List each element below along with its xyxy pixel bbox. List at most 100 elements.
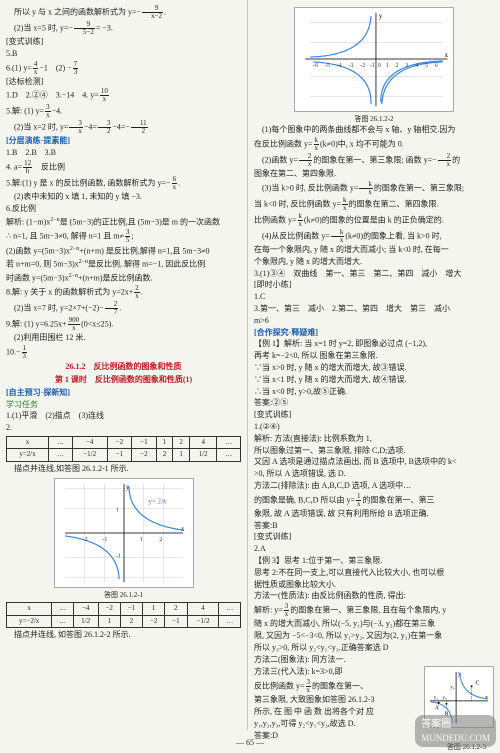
text: 所以 y₃>0, 所以 y₂<y₁<y₃.正确答案选 D (254, 643, 494, 654)
text: 1.(1)平滑 (2)描点 (3)连线 (6, 411, 241, 422)
svg-text:y₁: y₁ (434, 696, 438, 701)
svg-text:1: 1 (386, 63, 389, 69)
svg-text:y₃: y₃ (450, 686, 454, 691)
text: 5.解:(1) y 是 x 的反比例函数, 函数解析式为 y=−6x. (6, 176, 241, 191)
text: m>6 (254, 316, 494, 327)
text: 5.解: (1) y=3x−4. (6, 104, 241, 119)
text: 答案:B (254, 521, 494, 532)
svg-text:1: 1 (116, 507, 119, 513)
graph-caption: 答图 26.1.2-1 (6, 591, 241, 600)
text: [即时小练] (254, 280, 494, 291)
svg-text:-1: -1 (116, 553, 121, 559)
svg-text:-4: -4 (337, 63, 342, 69)
text: ∵当 x<1 时, y 随 x 的增大而增大, 故④错误. (254, 375, 494, 386)
text: ∴ n=1, 且 5m−3≠0, 解得 n=1 且 m≠35; (6, 229, 241, 244)
section-label: [分层演练·提素能] (6, 136, 241, 147)
text: 随 x 的增大而减小, 所以(−5, y₁)与(−3, y₂)都在第三象 (254, 619, 494, 630)
text: 9.解: (1) y=6.25x+900x(0<x≤25). (6, 317, 241, 332)
text: >0, 所以 A 选项错误, 选 D. (254, 469, 494, 480)
text: 学习任务 (6, 400, 241, 411)
text: (2)函数 y=(5m−3)x2−n+(n+m) 是反比例,解得 n=1,且 5… (6, 245, 241, 257)
text: 的图象是确, B,C,D 所以由 y=1x的图象在第一、第三 (254, 493, 494, 508)
text: 10.−13 (6, 345, 241, 360)
section-title: 26.1.2 反比例函数的图象和性质 (6, 362, 241, 373)
text: 又因 A 选项是通过描点法画出, 而 B 选项中, B选项中的 k< (254, 457, 494, 468)
svg-text:-5: -5 (325, 63, 330, 69)
svg-text:-2: -2 (82, 536, 87, 542)
text: 2.A (254, 544, 494, 555)
text: 思考 2:不在同一支上,可以直接代入比较大小, 也可以根 (254, 568, 494, 579)
graph-caption: 答图 26.1.2-2 (254, 115, 494, 124)
svg-text:6: 6 (435, 63, 438, 69)
svg-text:y= 2/x: y= 2/x (148, 498, 166, 505)
text: (4)从反比例函数 y=kx(k≠0)的图象上看, 当 k>0 时, (254, 229, 494, 244)
text: 在反比例函数 y=kx(k≠0)中, x 均不可能为 0. (254, 137, 494, 152)
text: 限, 又因为 −5<−3<0, 所以 y₁>y₂, 又因为(2, y₃)在第一象 (254, 631, 494, 642)
text: (2)当 x=2 时, y=3x−4=32−4=−112 (6, 120, 241, 135)
svg-text:x: x (445, 52, 449, 59)
text: 描点并连线,如答图 26.1.2-1 所示. (6, 464, 241, 475)
text: 解析: 方法(直接法): 比例系数为 1, (254, 434, 494, 445)
text: 再考 k=−2<0, 所以 图象在第三象限. (254, 351, 494, 362)
section-label: [合作探究·释疑难] (254, 328, 494, 339)
svg-text:x: x (485, 695, 488, 701)
watermark: 答案圈 MUNDEDU.COM (415, 715, 496, 747)
text: 【例 3】思考 1:位于第一、第三象限. (254, 556, 494, 567)
svg-text:2: 2 (396, 63, 399, 69)
svg-text:-2: -2 (360, 63, 365, 69)
svg-text:5: 5 (425, 63, 428, 69)
text: 4. a=12h 反比例 (6, 160, 241, 175)
text: [达标检测] (6, 77, 241, 88)
text: 6.(1) y=4x−1 (2) −73 (6, 61, 241, 76)
text: 5.B (6, 49, 241, 60)
text: 3.第一、第三 减小 2.第二、第四 增大 第三 减小 (254, 304, 494, 315)
text: [变式训练] (254, 532, 494, 543)
text: 2. (6, 423, 241, 434)
text: ∴当 x<0 时, y>0,故⑤正确. (254, 387, 494, 398)
text: 1.(②④) (254, 422, 494, 433)
text: 1.C (254, 292, 494, 303)
text: 1.B 2.B 3.B (6, 148, 241, 159)
text: [变式训练] (6, 37, 241, 48)
text: 8.解: y 关于 x 的函数解析式为 y=2x+2x. (6, 285, 241, 300)
svg-text:3: 3 (405, 63, 408, 69)
text: 反比例函数 y=3x的图象在第一、 (254, 679, 420, 694)
right-column: x y -6-5-4 -3-2-1 012 3456 答图 26.1.2-2 (… (248, 0, 500, 730)
text: 若 n+m=0, 则 5m−3)x2−n是反比例, 解得 m=−1, 因此反比例 (6, 258, 241, 270)
text: 在每一个象限内, y 随 x 的增大而减小; 当 k<0 时, 在每一 (254, 245, 494, 256)
text: 第三象限, 大致图象如答图 26.1.2-3 (254, 695, 420, 706)
text: [变式训练] (254, 410, 494, 421)
text: 所以 y 与 x 之间的函数解析式为 y=−9x−2. (6, 5, 241, 20)
svg-text:-1: -1 (370, 63, 375, 69)
text: 1.D 2.②④ 3.−14 4. y=10x (6, 88, 241, 103)
text: ∵当 x>0 时, y 随 x 的增大而增大, 故③错误. (254, 363, 494, 374)
svg-text:A: A (435, 706, 440, 712)
text: 【例 1】解析: 当 x=1 时 y=2, 即图象必过点 (−1,2), (254, 339, 494, 350)
graph-2: x y -6-5-4 -3-2-1 012 3456 (294, 7, 454, 112)
graph-1: x y y= 2/x -11 -22 1-1 (54, 478, 194, 588)
text: (2)表中未知的 x 填 1, 未知的 y 填 −3. (6, 192, 241, 203)
text: 时函数 y=(5m−3)x2−n+(n+m)是反比例函数. (6, 272, 241, 284)
text: 描点并连线, 如答图 26.1.2-2 所示. (6, 630, 241, 641)
text: 据性质或图象比较大小. (254, 580, 494, 591)
text: 所以图象过第一、第三象限, 排除 C,D;选项. (254, 446, 494, 457)
svg-text:y₂: y₂ (443, 696, 447, 701)
text: 图象在第二、第四象限. (254, 169, 494, 180)
text: (2)当 x=5 时, y=−95−2= −3. (6, 21, 241, 36)
text: (2)利用田围栏 12 米. (6, 333, 241, 344)
text: 3.(1)③④ 双曲线 第一、第三 第二、第四 减小 增大 (254, 269, 494, 280)
text: 方法二(排除法): 由 A,B,C,D 选项, A 选项中… (254, 481, 494, 492)
data-table-2: x…−4−2−1124… y=−2/x…1/212−2−1−1/2… (6, 602, 241, 628)
text: 方法三(代入法): k=3>0,即 (254, 667, 420, 678)
section-label: [自主预习·探新知] (6, 388, 241, 399)
text: 6.反比例 (6, 204, 241, 215)
text: 方法一(性质法): 由反比例函数的性质, 得出: (254, 591, 494, 602)
text: 个象限内, y 随 x 的增大而增大. (254, 257, 494, 268)
text: (1)每个图象中的两条曲线都不会与 x 轴、y 轴相交.因为 (254, 125, 494, 136)
svg-text:C: C (475, 681, 479, 687)
text: 解析: (1−m)x2−n是 (5m−3)的正比例,且 (5m−3)是 m 的一… (6, 216, 241, 228)
text: 象限, 故 A 选项错误, 故 只有利用所给 B 选项正确. (254, 509, 494, 520)
svg-text:1: 1 (139, 536, 142, 542)
text: 比例函数 y=kx(k≠0)的图象的位置是由 k 的正负确定的. (254, 213, 494, 228)
svg-text:-1: -1 (102, 536, 107, 542)
